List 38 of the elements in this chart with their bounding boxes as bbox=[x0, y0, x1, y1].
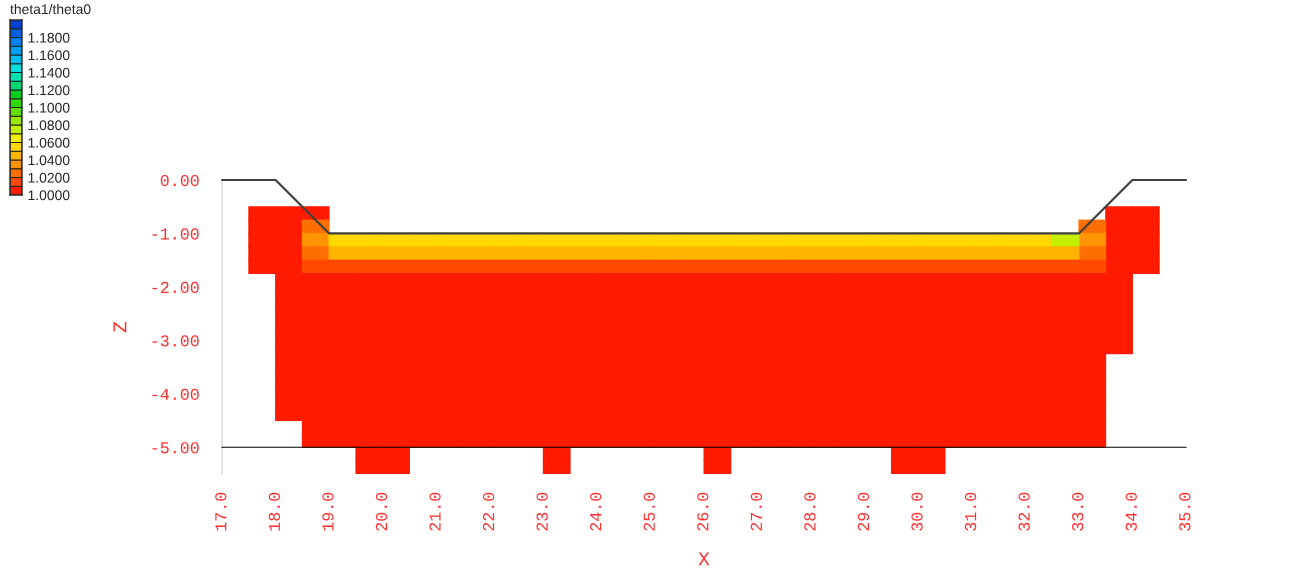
color-bar-label: 1.0600 bbox=[28, 137, 70, 148]
y-tick-label: 0.00 bbox=[160, 174, 199, 187]
color-bar-label: 1.0400 bbox=[28, 155, 70, 166]
x-tick-label: 22.0 bbox=[482, 492, 495, 531]
x-tick-label: 24.0 bbox=[590, 492, 602, 531]
x-tick-label: 28.0 bbox=[804, 492, 816, 531]
x-tick-label: 19.0 bbox=[322, 492, 334, 531]
x-tick-label: 25.0 bbox=[643, 492, 655, 531]
x-tick-label: 17.0 bbox=[215, 492, 227, 531]
x-tick-label: 34.0 bbox=[1125, 492, 1137, 531]
color-bar-label: 1.1400 bbox=[28, 67, 70, 78]
x-tick-label: 21.0 bbox=[429, 492, 441, 531]
y-tick-label: -2.00 bbox=[152, 281, 199, 294]
color-bar-label: 1.0200 bbox=[28, 172, 70, 183]
color-bar-label: 1.0800 bbox=[28, 120, 70, 131]
x-tick-label: 23.0 bbox=[536, 492, 548, 531]
x-tick-label: 27.0 bbox=[750, 492, 763, 531]
x-tick-label: 29.0 bbox=[857, 492, 870, 531]
color-bar-title: theta1/theta0 bbox=[10, 3, 91, 15]
y-axis-title: Z bbox=[113, 321, 127, 333]
x-tick-label: 35.0 bbox=[1179, 492, 1191, 531]
x-axis-title: X bbox=[698, 552, 710, 566]
x-tick-label: 18.0 bbox=[268, 492, 281, 531]
y-tick-label: -4.00 bbox=[152, 388, 199, 401]
x-tick-label: 26.0 bbox=[697, 492, 709, 531]
x-tick-label: 32.0 bbox=[1018, 492, 1030, 531]
color-bar-label: 1.0000 bbox=[28, 190, 70, 201]
y-tick-label: -5.00 bbox=[152, 442, 199, 454]
color-bar-label: 1.1000 bbox=[28, 102, 70, 113]
x-tick-label: 20.0 bbox=[375, 492, 388, 531]
x-tick-label: 30.0 bbox=[911, 492, 923, 531]
y-tick-label: -3.00 bbox=[152, 335, 199, 347]
color-bar-label: 1.1200 bbox=[28, 85, 70, 96]
y-tick-label: -1.00 bbox=[152, 228, 199, 240]
x-tick-label: 31.0 bbox=[964, 492, 977, 531]
x-tick-label: 33.0 bbox=[1072, 492, 1084, 531]
color-bar-label: 1.1600 bbox=[28, 50, 70, 61]
color-bar-label: 1.1800 bbox=[28, 32, 70, 43]
